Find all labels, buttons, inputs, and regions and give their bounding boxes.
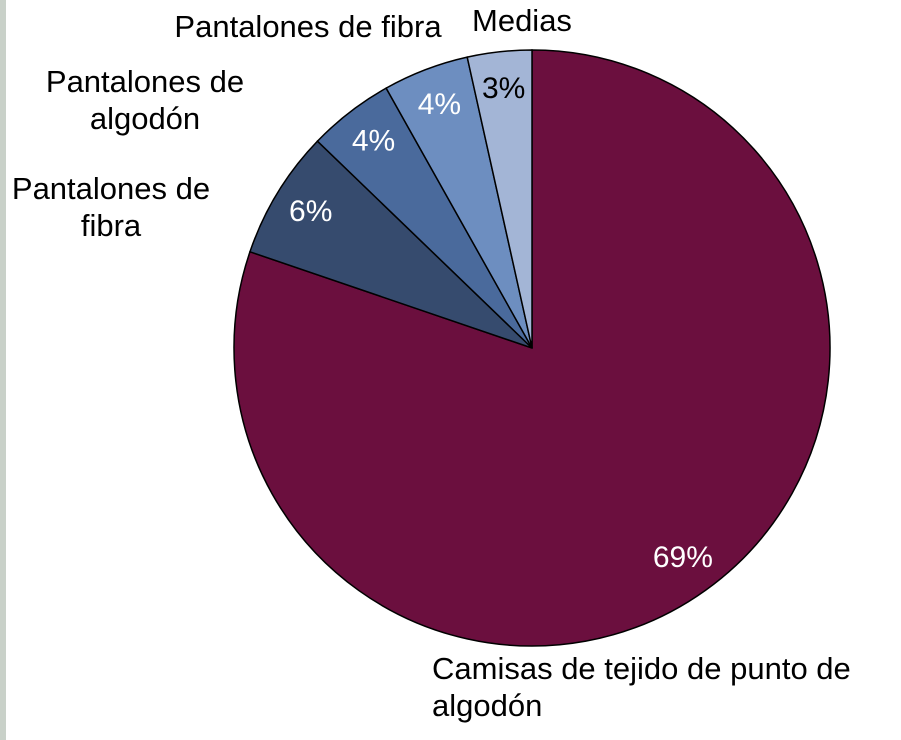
category-label: Medias [472, 3, 572, 38]
left-border [0, 0, 6, 740]
slice-label: 4% [418, 88, 461, 121]
pie-slice [249, 140, 533, 349]
category-label: Pantalones de algodón [45, 64, 245, 136]
category-label: Pantalones de fibra [174, 9, 442, 44]
category-label: Pantalones de fibra [11, 171, 211, 243]
pie-slice [233, 49, 831, 647]
slice-label: 4% [352, 125, 395, 158]
pie-slice [466, 49, 533, 349]
slice-label: 69% [653, 541, 713, 574]
category-label: Camisas de tejido de punto de algodón [432, 651, 851, 723]
slice-label: 6% [289, 195, 332, 228]
slice-label: 3% [482, 72, 525, 105]
